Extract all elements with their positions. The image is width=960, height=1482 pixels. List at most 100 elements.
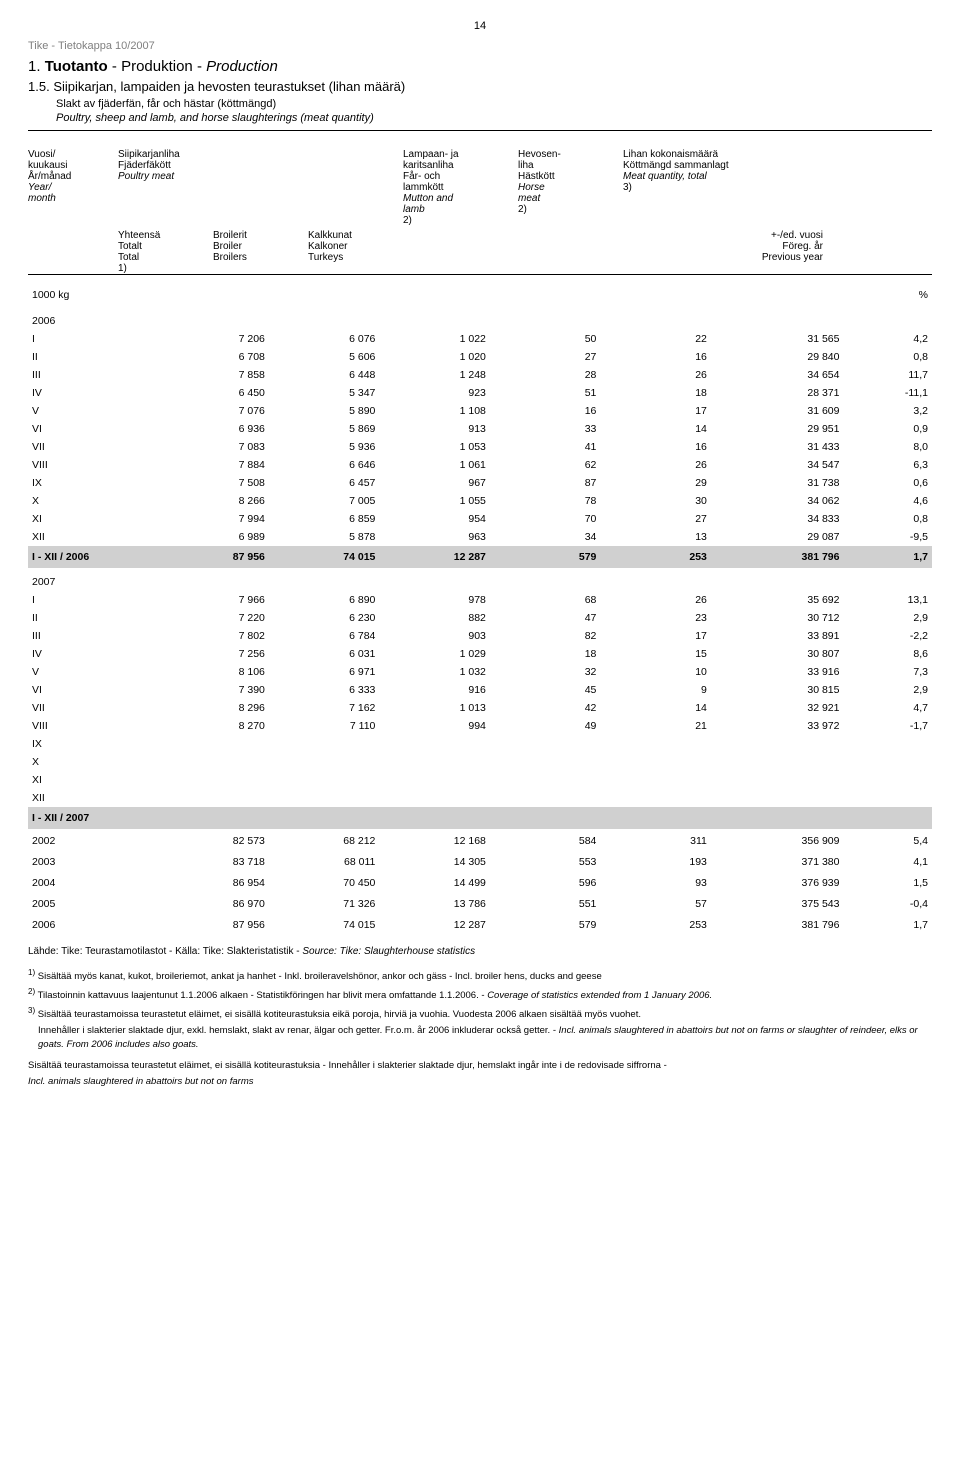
table-cell: 5,4 xyxy=(844,829,933,850)
table-cell xyxy=(269,753,380,771)
table-row: II7 2206 230882472330 7122,9 xyxy=(28,609,932,627)
table-cell: 68 212 xyxy=(269,829,380,850)
hdr-text: Horse xyxy=(518,182,623,193)
table-cell: 0,6 xyxy=(844,474,933,492)
title-num: 1. xyxy=(28,58,41,75)
header-grey: Tike - Tietokappa 10/2007 xyxy=(28,40,932,52)
table-cell: 376 939 xyxy=(711,871,844,892)
table-cell: 1 020 xyxy=(379,348,490,366)
table-cell: II xyxy=(28,609,158,627)
table-cell: 7 005 xyxy=(269,492,380,510)
table-cell xyxy=(600,753,711,771)
table-cell xyxy=(711,771,844,789)
table-row: IV7 2566 0311 029181530 8078,6 xyxy=(28,645,932,663)
hdr-text: karitsanliha xyxy=(403,160,518,171)
table-cell: 2,9 xyxy=(844,609,933,627)
table-cell: II xyxy=(28,348,158,366)
table-cell: 49 xyxy=(490,717,601,735)
table-cell xyxy=(379,735,490,753)
table-cell: 6 076 xyxy=(269,330,380,348)
table-cell xyxy=(269,307,380,330)
table-cell: 1000 kg xyxy=(28,279,158,307)
table-cell: III xyxy=(28,627,158,645)
page-number: 14 xyxy=(28,20,932,32)
table-cell: 14 305 xyxy=(379,850,490,871)
table-cell: 30 712 xyxy=(711,609,844,627)
hdr-note: 1) xyxy=(118,263,213,274)
table-cell: IV xyxy=(28,384,158,402)
table-cell: 27 xyxy=(600,510,711,528)
table-cell: 42 xyxy=(490,699,601,717)
table-cell: 16 xyxy=(600,438,711,456)
hdr-text: Year/ xyxy=(28,182,118,193)
table-cell: 6 708 xyxy=(158,348,269,366)
table-cell: XI xyxy=(28,510,158,528)
table-cell: -9,5 xyxy=(844,528,933,546)
table-cell: 70 xyxy=(490,510,601,528)
table-cell xyxy=(844,771,933,789)
table-row: IV6 4505 347923511828 371-11,1 xyxy=(28,384,932,402)
table-cell: 381 796 xyxy=(711,913,844,934)
table-cell: VII xyxy=(28,438,158,456)
table-cell xyxy=(711,735,844,753)
table-cell: 375 543 xyxy=(711,892,844,913)
table-cell: 551 xyxy=(490,892,601,913)
table-cell: 193 xyxy=(600,850,711,871)
table-cell: 29 xyxy=(600,474,711,492)
table-cell: 5 890 xyxy=(269,402,380,420)
hdr-lamb: Lampaan- ja karitsanliha Får- och lammkö… xyxy=(403,149,518,226)
table-cell: 311 xyxy=(600,829,711,850)
table-cell xyxy=(711,307,844,330)
table-cell: 8,6 xyxy=(844,645,933,663)
table-row: I - XII / 2007 xyxy=(28,807,932,829)
table-cell: -11,1 xyxy=(844,384,933,402)
table-cell: 34 833 xyxy=(711,510,844,528)
table-cell: VIII xyxy=(28,717,158,735)
hdr-text: +-/ed. vuosi xyxy=(723,230,823,241)
table-cell: 4,1 xyxy=(844,850,933,871)
table-cell: 62 xyxy=(490,456,601,474)
table-cell: 7 162 xyxy=(269,699,380,717)
table-cell: 584 xyxy=(490,829,601,850)
table-cell: 68 011 xyxy=(269,850,380,871)
table-row: V7 0765 8901 108161731 6093,2 xyxy=(28,402,932,420)
table-cell: 6 031 xyxy=(269,645,380,663)
table-cell: 30 807 xyxy=(711,645,844,663)
table-cell: 903 xyxy=(379,627,490,645)
hdr-note: 2) xyxy=(518,204,623,215)
table-cell: 6 333 xyxy=(269,681,380,699)
hdr-text: Lihan kokonaismäärä xyxy=(623,149,758,160)
hdr-text: Previous year xyxy=(723,252,823,263)
table-row: VI7 3906 33391645930 8152,9 xyxy=(28,681,932,699)
table-cell: 916 xyxy=(379,681,490,699)
table-cell: 13,1 xyxy=(844,591,933,609)
table-cell: 82 573 xyxy=(158,829,269,850)
table-cell xyxy=(158,789,269,807)
table-cell xyxy=(158,279,269,307)
table-cell: 31 565 xyxy=(711,330,844,348)
table-cell: 32 xyxy=(490,663,601,681)
table-cell: 34 547 xyxy=(711,456,844,474)
table-cell: 31 609 xyxy=(711,402,844,420)
table-cell: 7 390 xyxy=(158,681,269,699)
table-cell: 29 840 xyxy=(711,348,844,366)
table-cell: 1,7 xyxy=(844,546,933,568)
table-cell xyxy=(158,307,269,330)
table-cell: 1 053 xyxy=(379,438,490,456)
table-cell: 12 287 xyxy=(379,913,490,934)
table-cell xyxy=(600,307,711,330)
table-cell: XII xyxy=(28,789,158,807)
table-cell: 26 xyxy=(600,366,711,384)
table-row: 200383 71868 01114 305553193371 3804,1 xyxy=(28,850,932,871)
table-row: V8 1066 9711 032321033 9167,3 xyxy=(28,663,932,681)
table-cell: 82 xyxy=(490,627,601,645)
table-cell: 253 xyxy=(600,546,711,568)
table-cell xyxy=(600,771,711,789)
table-cell: 7 858 xyxy=(158,366,269,384)
table-cell xyxy=(490,789,601,807)
table-row: X xyxy=(28,753,932,771)
hdr-period: Vuosi/ kuukausi År/månad Year/ month xyxy=(28,149,118,226)
table-cell: 5 878 xyxy=(269,528,380,546)
table-row: VII8 2967 1621 013421432 9214,7 xyxy=(28,699,932,717)
table-cell xyxy=(379,753,490,771)
